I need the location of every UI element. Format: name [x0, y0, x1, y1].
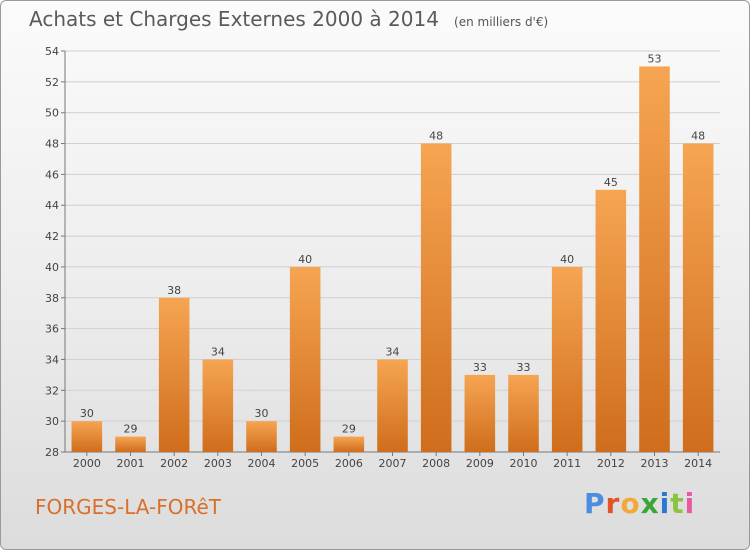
bar — [595, 189, 627, 453]
data-label: 29 — [124, 423, 138, 436]
y-tick-label: 40 — [45, 261, 59, 274]
title-row: Achats et Charges Externes 2000 à 2014 (… — [29, 7, 548, 31]
x-tick-label: 2013 — [641, 457, 669, 470]
y-tick-label: 44 — [45, 199, 59, 212]
x-tick-label: 2012 — [597, 457, 625, 470]
bar — [202, 359, 234, 452]
x-tick-label: 2006 — [335, 457, 363, 470]
data-label: 48 — [429, 130, 443, 143]
y-tick-label: 48 — [45, 138, 59, 151]
bar — [115, 436, 146, 452]
bar — [551, 266, 583, 452]
y-tick-label: 38 — [45, 292, 59, 305]
logo-letter: P — [584, 487, 606, 520]
x-tick-label: 2014 — [684, 457, 712, 470]
data-label: 33 — [517, 361, 531, 374]
y-tick-label: 28 — [45, 446, 59, 459]
data-label: 34 — [211, 345, 225, 358]
bar — [289, 266, 321, 452]
chart-subtitle: (en milliers d'€) — [454, 15, 549, 29]
bar — [333, 436, 365, 452]
logo-letter: i — [659, 487, 671, 520]
x-tick-label: 2003 — [204, 457, 232, 470]
y-tick-label: 30 — [45, 415, 59, 428]
data-label: 53 — [648, 52, 662, 65]
y-tick-label: 50 — [45, 107, 59, 120]
x-tick-label: 2007 — [379, 457, 407, 470]
y-tick-label: 36 — [45, 323, 59, 336]
commune-name: FORGES-LA-FORêT — [35, 495, 222, 519]
y-tick-label: 54 — [45, 45, 59, 58]
y-tick-label: 42 — [45, 230, 59, 243]
chart-title: Achats et Charges Externes 2000 à 2014 — [29, 7, 439, 31]
logo-letter: i — [684, 487, 696, 520]
data-label: 33 — [473, 361, 487, 374]
data-label: 40 — [298, 253, 312, 266]
x-tick-label: 2004 — [248, 457, 276, 470]
bar — [682, 143, 714, 453]
data-label: 29 — [342, 423, 356, 436]
x-tick-label: 2011 — [553, 457, 581, 470]
bar — [158, 297, 190, 452]
bar-layer — [71, 66, 714, 453]
x-tick-label: 2008 — [422, 457, 450, 470]
label-layer: 30 2000 29 2001 38 2002 34 2003 30 2004 40 2005 29 20… — [73, 52, 712, 470]
logo-letter: t — [670, 487, 685, 520]
bar — [464, 374, 496, 452]
x-tick-label: 2002 — [160, 457, 188, 470]
data-label: 38 — [167, 284, 181, 297]
x-tick-label: 2000 — [73, 457, 101, 470]
logo-letter: r — [605, 487, 621, 520]
x-tick-label: 2009 — [466, 457, 494, 470]
bar — [246, 421, 277, 452]
y-tick-label: 46 — [45, 168, 59, 181]
y-tick-label: 52 — [45, 76, 59, 89]
logo-letter: o — [620, 487, 641, 520]
data-label: 30 — [80, 407, 94, 420]
y-tick-label: 34 — [45, 353, 59, 366]
x-tick-label: 2005 — [291, 457, 319, 470]
bar — [508, 374, 539, 452]
proxiti-logo[interactable]: Proxiti — [584, 487, 695, 520]
data-label: 34 — [386, 345, 400, 358]
bar — [420, 143, 452, 453]
data-label: 30 — [255, 407, 269, 420]
data-label: 40 — [560, 253, 574, 266]
bar — [71, 421, 103, 452]
data-label: 48 — [691, 130, 705, 143]
x-tick-label: 2010 — [510, 457, 538, 470]
logo-letter: x — [640, 487, 660, 520]
data-label: 45 — [604, 176, 618, 189]
x-tick-label: 2001 — [117, 457, 145, 470]
bar — [639, 66, 670, 452]
bar — [377, 359, 408, 452]
y-tick-label: 32 — [45, 384, 59, 397]
